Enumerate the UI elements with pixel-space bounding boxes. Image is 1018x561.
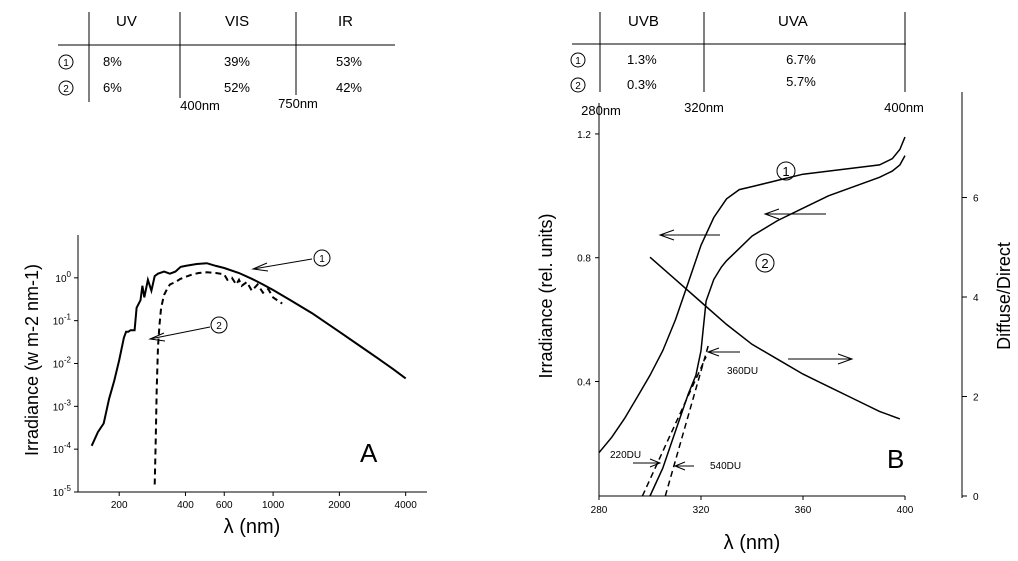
chart-a-series-2-line [153,271,283,485]
table-a-row1-marker [58,54,74,70]
table-a-header-uv: UV [116,13,137,30]
chart-a-callout-2-arrowhead [148,332,166,342]
chart-a-x-tick-label: 2000 [328,500,351,511]
chart-b-x-tick-label: 280 [591,505,608,516]
chart-a-x-tick-label: 1000 [262,500,285,511]
chart-b-xlabel: λ (nm) [724,532,781,554]
chart-b-frame [598,103,905,497]
chart-b-series-1-line [598,136,906,454]
chart-b-annotation-540du: 540DU [710,461,741,472]
chart-b-series-4-line [641,356,707,497]
chart-a-y-tick-label: 10-2 [53,356,72,371]
chart-a-ylabel: Irradiance (w m-2 nm-1) [22,264,42,456]
table-a-header-vis: VIS [225,13,249,30]
chart-a-callout-1-arrowhead [251,262,269,272]
chart-a-x-ticks: 200 400 600 1000 2000 4000 [111,492,417,511]
table-b-boundary-400: 400nm [884,100,924,115]
chart-a-callout-1-marker [313,249,331,267]
chart-b-y-ticks: 0.4 0.8 1.2 [577,130,599,389]
chart-b-arrow-360du-head [706,347,720,357]
chart-b-arrow-540du-head [673,461,686,471]
table-b-row1-uva: 6.7% [786,52,816,67]
chart-a-x-tick-label: 600 [216,500,233,511]
table-a-boundary-400: 400nm [180,98,220,113]
chart-b-x-tick-label: 320 [693,505,710,516]
table-a-row2-vis: 52% [224,80,250,95]
chart-b-y2label: Diffuse/Direct [994,242,1014,350]
table-a-row1-marker-label: 1 [63,58,69,69]
chart-b-series [598,136,906,497]
table-b-row2-marker [570,77,586,93]
table-a-row2-marker [58,80,74,96]
table-b-row1-uvb: 1.3% [627,52,657,67]
chart-b-x-tick-label: 400 [897,505,914,516]
chart-a-series-1-line [90,262,407,447]
chart-a-callout-1-leader [252,258,313,270]
table-b-row1-marker-label: 1 [575,56,581,67]
chart-a-y-ticks: 10-5 10-4 10-3 10-2 10-1 100 [53,270,78,499]
chart-a-xlabel: λ (nm) [224,516,281,538]
table-a-row1-uv: 8% [103,54,122,69]
table-a-row2-marker-label: 2 [63,84,69,95]
chart-b-x-ticks: 280 320 360 400 [591,496,914,516]
chart-b-arrow-curve1-to-left-head [658,229,675,241]
table-b-row1-marker [570,52,586,68]
chart-b-y-tick-label: 0.4 [577,378,591,389]
chart-b-y-tick-label: 1.2 [577,130,591,141]
table-a-row2-ir: 42% [336,80,362,95]
table-a-boundary-750: 750nm [278,96,318,111]
chart-b-y-tick-label: 0.8 [577,254,591,265]
chart-b-arrow-220du-head [649,458,662,468]
chart-b-arrow-curve2-to-left-head [763,208,780,220]
table-b-boundary-280: 280nm [581,103,621,118]
chart-b-series-5-line [664,344,710,497]
chart-b-y2-tick-label: 0 [973,492,979,503]
chart-b-panel-label: B [887,444,904,474]
chart-a-y-tick-label: 10-3 [53,398,72,413]
chart-b-annotation-360du: 360DU [727,366,758,377]
chart-b-y2-tick-label: 2 [973,393,979,404]
chart-b-series-2-line [649,155,906,497]
chart-b-callout-2-label: 2 [761,256,768,271]
chart-a-y-tick-label: 10-1 [53,313,72,328]
chart-a-callout-1-label: 1 [319,254,325,265]
chart-a-callout-2-label: 2 [216,321,222,332]
table-b-row2-uva: 5.7% [786,74,816,89]
chart-a-series [90,262,407,485]
chart-b: 280 320 360 400 0.4 0.8 1.2 0 2 4 6 1 2 360DU 22… [536,92,1014,554]
table-b-row2-uvb: 0.3% [627,77,657,92]
table-a: UV VIS IR 1 8% 39% 53% 2 6% 52% 42% 400n… [58,12,395,113]
table-a-row1-ir: 53% [336,54,362,69]
chart-a: 200 400 600 1000 2000 4000 10-510-410-310-210… [22,235,427,538]
table-b-boundary-320: 320nm [684,100,724,115]
table-b-header-uva: UVA [778,13,808,30]
chart-b-y2-tick-label: 4 [973,293,979,304]
table-a-row1-vis: 39% [224,54,250,69]
chart-b-y2-ticks: 0 2 4 6 [962,194,979,503]
chart-b-arrow-ratio-to-right-head [837,353,854,365]
chart-a-callout-2-marker [210,316,228,334]
table-b: UVB UVA 1 1.3% 6.7% 2 0.3% 5.7% 280nm 32… [570,12,924,118]
chart-b-x-tick-label: 360 [795,505,812,516]
table-b-header-uvb: UVB [628,13,659,30]
chart-a-panel-label: A [360,438,378,468]
chart-b-series-3-line [649,256,901,420]
chart-b-ylabel: Irradiance (rel. units) [536,213,556,378]
chart-a-y-tick-label: 10-5 [53,484,72,499]
table-a-row2-uv: 6% [103,80,122,95]
chart-b-y2-tick-label: 6 [973,194,979,205]
table-a-header-ir: IR [338,13,353,30]
chart-a-x-tick-label: 200 [111,500,128,511]
chart-a-callout-2-leader [149,326,211,340]
table-b-row2-marker-label: 2 [575,81,581,92]
chart-b-callout-1-marker [776,161,796,181]
chart-a-x-tick-label: 4000 [395,500,418,511]
chart-a-y-tick-label: 10-4 [53,441,72,456]
chart-a-x-tick-label: 400 [177,500,194,511]
chart-b-callout-2-marker [755,253,775,273]
chart-b-annotation-220du: 220DU [610,450,641,461]
chart-b-callout-1-label: 1 [782,164,789,179]
chart-a-y-tick-label: 100 [55,270,71,285]
